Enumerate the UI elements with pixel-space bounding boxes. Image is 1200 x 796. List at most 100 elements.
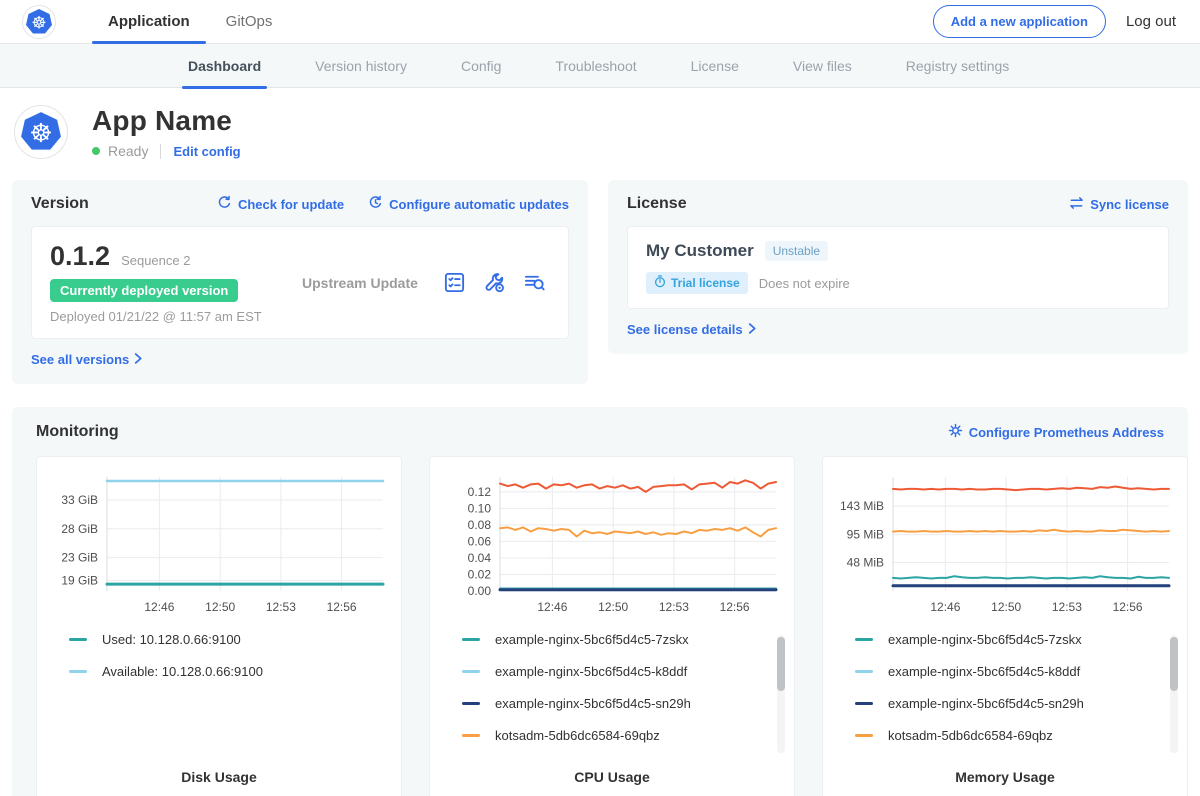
see-license-details-link[interactable]: See license details xyxy=(627,322,757,337)
tab-view-files[interactable]: View files xyxy=(792,57,852,74)
tab-gitops-label: GitOps xyxy=(225,13,273,30)
svg-text:0.04: 0.04 xyxy=(468,551,492,565)
svg-text:☸: ☸ xyxy=(31,13,46,33)
logout-link[interactable]: Log out xyxy=(1125,13,1176,30)
series-swatch xyxy=(462,734,480,737)
svg-text:12:53: 12:53 xyxy=(659,600,689,614)
refresh-icon xyxy=(217,195,232,213)
legend-item: kotsadm-5db6dc6584-69qbz xyxy=(855,728,1175,743)
app-kubernetes-icon: ☸ xyxy=(14,105,68,159)
tab-troubleshoot[interactable]: Troubleshoot xyxy=(555,57,637,74)
channel-badge: Unstable xyxy=(764,241,829,261)
series-swatch xyxy=(69,670,87,673)
license-card: My Customer Unstable Trial license Does … xyxy=(627,226,1169,309)
tab-license[interactable]: License xyxy=(690,57,739,74)
edit-config-link[interactable]: Edit config xyxy=(173,143,241,159)
tab-registry-settings[interactable]: Registry settings xyxy=(905,57,1010,74)
svg-text:48 MiB: 48 MiB xyxy=(847,556,884,570)
sync-license-link[interactable]: Sync license xyxy=(1069,196,1169,213)
chevron-right-icon xyxy=(134,352,143,367)
ready-status-dot xyxy=(92,147,100,155)
configure-automatic-updates-label: Configure automatic updates xyxy=(389,196,569,212)
series-swatch xyxy=(462,670,480,673)
configure-prometheus-label: Configure Prometheus Address xyxy=(968,424,1164,440)
svg-text:33 GiB: 33 GiB xyxy=(61,493,98,507)
license-panel-title: License xyxy=(627,195,687,212)
scrollbar-thumb[interactable] xyxy=(777,637,785,691)
version-source: Upstream Update xyxy=(302,274,418,291)
svg-text:12:50: 12:50 xyxy=(598,600,628,614)
svg-text:☸: ☸ xyxy=(29,119,52,149)
series-label: example-nginx-5bc6f5d4c5-7zskx xyxy=(495,632,689,647)
memory-usage-legend: example-nginx-5bc6f5d4c5-7zskx example-n… xyxy=(835,632,1175,743)
disk-usage-chart: 33 GiB 28 GiB 23 GiB 19 GiB 12:46 12:50 12:53 1… xyxy=(49,467,389,619)
monitoring-title: Monitoring xyxy=(36,423,119,440)
svg-text:12:56: 12:56 xyxy=(1113,600,1143,614)
tab-gitops[interactable]: GitOps xyxy=(208,0,291,43)
deployed-date: Deployed 01/21/22 @ 11:57 am EST xyxy=(50,309,262,324)
current-version-card: 0.1.2 Sequence 2 Currently deployed vers… xyxy=(31,226,569,339)
svg-text:143 MiB: 143 MiB xyxy=(840,499,884,513)
svg-text:0.08: 0.08 xyxy=(468,518,492,532)
view-diff-logs-icon[interactable] xyxy=(523,271,546,294)
cpu-usage-chart: 0.12 0.10 0.08 0.06 0.04 0.02 0.00 12:46 12:50 12… xyxy=(442,467,782,619)
see-all-versions-link[interactable]: See all versions xyxy=(31,352,143,367)
scrollbar-thumb[interactable] xyxy=(1170,637,1178,691)
disk-usage-chart-card: 33 GiB 28 GiB 23 GiB 19 GiB 12:46 12:50 12:53 1… xyxy=(36,456,402,796)
preflight-checks-icon[interactable] xyxy=(443,271,466,294)
edit-config-wrench-icon[interactable] xyxy=(483,271,506,294)
svg-text:12:56: 12:56 xyxy=(327,600,357,614)
svg-text:0.06: 0.06 xyxy=(468,534,492,548)
svg-text:12:56: 12:56 xyxy=(720,600,750,614)
svg-text:0.00: 0.00 xyxy=(468,584,492,598)
legend-scrollbar[interactable] xyxy=(777,635,785,753)
license-panel: License Sync license My Customer Unstabl… xyxy=(608,180,1188,354)
series-label: Available: 10.128.0.66:9100 xyxy=(102,664,263,679)
stopwatch-icon xyxy=(654,275,666,291)
series-swatch xyxy=(855,702,873,705)
svg-text:0.02: 0.02 xyxy=(468,568,492,582)
currently-deployed-badge: Currently deployed version xyxy=(50,279,239,302)
page-title: App Name xyxy=(92,105,233,136)
legend-item: example-nginx-5bc6f5d4c5-sn29h xyxy=(462,696,782,711)
memory-usage-chart-card: 143 MiB 95 MiB 48 MiB 12:46 12:50 12:53 12:56 … xyxy=(822,456,1188,796)
tab-version-history[interactable]: Version history xyxy=(315,57,407,74)
series-label: example-nginx-5bc6f5d4c5-sn29h xyxy=(888,696,1084,711)
svg-text:12:53: 12:53 xyxy=(1052,600,1082,614)
kubernetes-logo-icon[interactable]: ☸ xyxy=(22,4,56,39)
legend-item: example-nginx-5bc6f5d4c5-k8ddf xyxy=(855,664,1175,679)
legend-item: Available: 10.128.0.66:9100 xyxy=(69,664,389,679)
tab-dashboard[interactable]: Dashboard xyxy=(181,44,268,89)
configure-automatic-updates-link[interactable]: Configure automatic updates xyxy=(368,195,569,213)
svg-text:12:46: 12:46 xyxy=(537,600,567,614)
series-label: kotsadm-5db6dc6584-69qbz xyxy=(888,728,1053,743)
version-number: 0.1.2 xyxy=(50,241,111,271)
see-all-versions-label: See all versions xyxy=(31,352,130,367)
cpu-usage-legend: example-nginx-5bc6f5d4c5-7zskx example-n… xyxy=(442,632,782,743)
series-label: Used: 10.128.0.66:9100 xyxy=(102,632,241,647)
check-for-update-link[interactable]: Check for update xyxy=(217,195,344,213)
customer-name: My Customer xyxy=(646,241,754,260)
tab-config[interactable]: Config xyxy=(460,57,502,74)
add-application-button[interactable]: Add a new application xyxy=(932,5,1106,38)
check-for-update-label: Check for update xyxy=(237,196,345,212)
series-label: example-nginx-5bc6f5d4c5-7zskx xyxy=(888,632,1082,647)
topnav-tabs: Application GitOps xyxy=(90,0,291,44)
series-label: example-nginx-5bc6f5d4c5-k8ddf xyxy=(495,664,688,679)
svg-text:12:53: 12:53 xyxy=(266,600,296,614)
tab-application[interactable]: Application xyxy=(90,0,208,44)
legend-item: example-nginx-5bc6f5d4c5-7zskx xyxy=(462,632,782,647)
clock-refresh-icon xyxy=(368,195,383,213)
app-subnav: Dashboard Version history Config Trouble… xyxy=(0,44,1200,89)
configure-prometheus-link[interactable]: Configure Prometheus Address xyxy=(948,423,1164,441)
top-nav: ☸ Application GitOps Add a new applicati… xyxy=(0,0,1200,44)
legend-scrollbar[interactable] xyxy=(1170,635,1178,753)
svg-text:0.10: 0.10 xyxy=(468,501,492,515)
app-header: ☸ App Name Ready Edit config xyxy=(0,88,1200,176)
legend-item: kotsadm-5db6dc6584-69qbz xyxy=(462,728,782,743)
series-label: kotsadm-5db6dc6584-69qbz xyxy=(495,728,660,743)
svg-text:12:46: 12:46 xyxy=(930,600,960,614)
svg-text:12:46: 12:46 xyxy=(144,600,174,614)
tab-application-label: Application xyxy=(108,13,190,30)
legend-item: example-nginx-5bc6f5d4c5-sn29h xyxy=(855,696,1175,711)
